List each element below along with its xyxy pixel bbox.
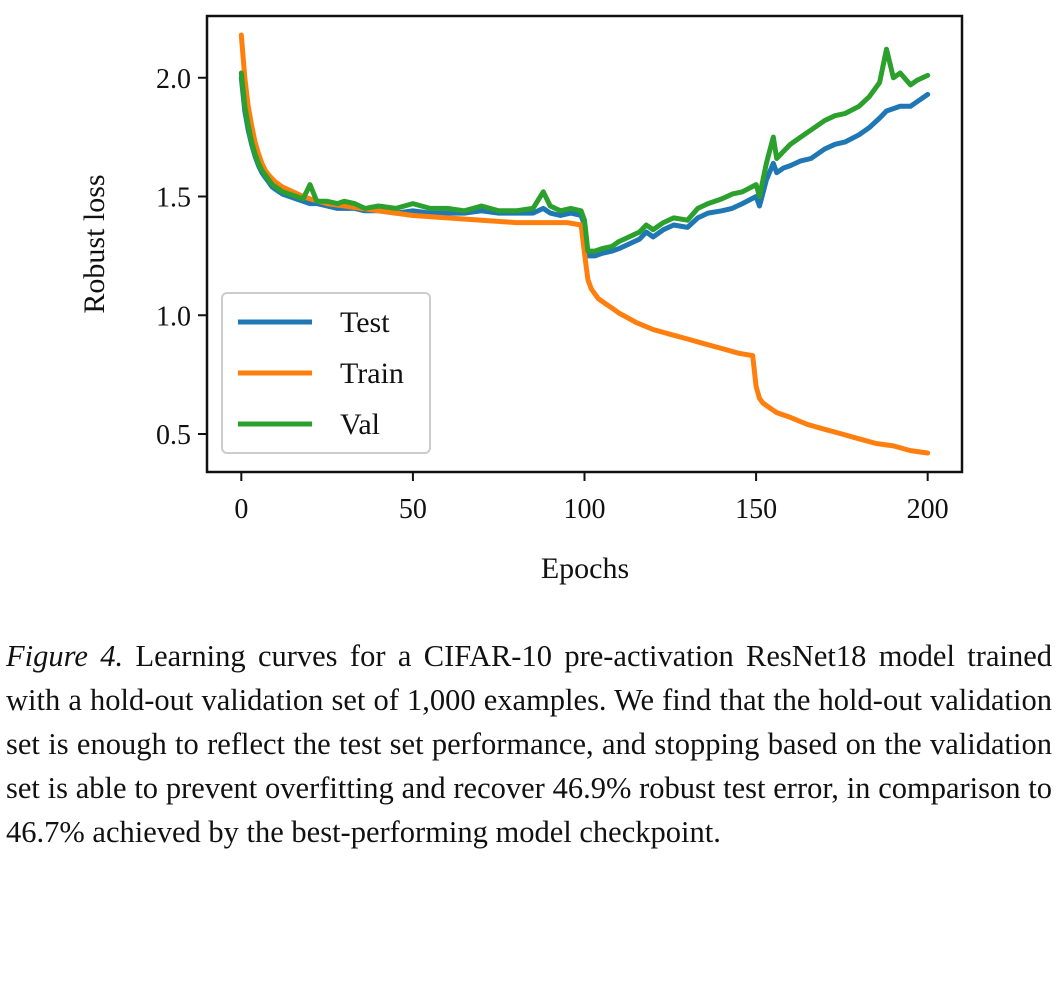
x-tick-label: 50 — [399, 494, 427, 525]
x-tick-label: 200 — [907, 494, 949, 525]
legend-label-test: Test — [340, 306, 390, 339]
figure-caption: Figure 4. Learning curves for a CIFAR-10… — [6, 634, 1052, 854]
legend-label-val: Val — [340, 408, 380, 441]
figure-caption-label: Figure 4. — [6, 639, 124, 673]
y-tick-label: 2.0 — [156, 64, 191, 95]
y-tick-label: 1.5 — [156, 183, 191, 214]
series-layer — [238, 32, 931, 456]
y-axis-ticks: 0.5 1.0 1.5 2.0 — [156, 64, 207, 451]
x-axis-ticks: 0 50 100 150 200 — [234, 472, 949, 525]
legend-box — [221, 292, 431, 454]
series-line-val — [238, 46, 931, 254]
y-axis-label: Robust loss — [78, 174, 111, 313]
y-tick-label: 0.5 — [156, 420, 191, 451]
learning-curve-figure: 0 50 100 150 200 0.5 1.0 1.5 2.0 Epochs Robust … — [78, 14, 964, 585]
x-tick-label: 0 — [234, 494, 248, 525]
series-line-train — [238, 32, 931, 456]
legend-entries: Test Train Val — [238, 306, 404, 441]
y-tick-label: 1.0 — [156, 301, 191, 332]
x-tick-label: 150 — [735, 494, 777, 525]
x-axis-label: Epochs — [541, 552, 629, 585]
figure-caption-text: Learning curves for a CIFAR-10 pre-activ… — [6, 639, 1052, 849]
legend-label-train: Train — [340, 357, 404, 390]
x-tick-label: 100 — [564, 494, 606, 525]
learning-curve-chart: 0 50 100 150 200 0.5 1.0 1.5 2.0 Epochs Robust … — [78, 14, 964, 585]
legend: Test Train Val — [221, 292, 431, 454]
